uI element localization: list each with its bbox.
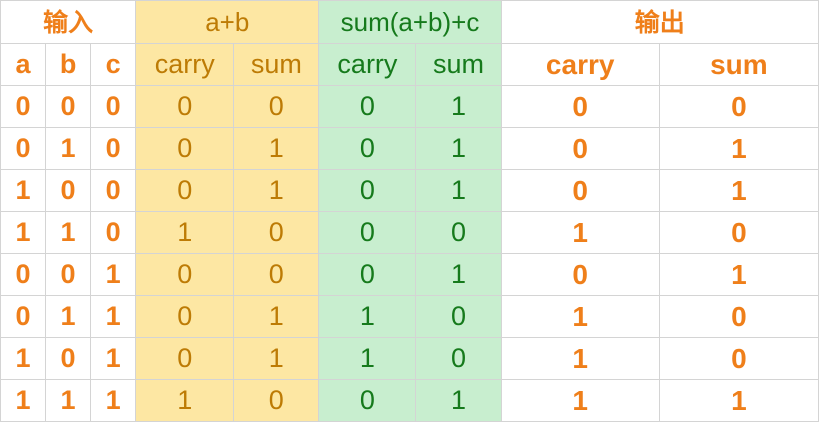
cell-sumc-carry: 0 [318,253,417,296]
column-header-out-carry: carry [500,43,660,86]
column-header-c: c [90,43,137,86]
cell-out-sum: 1 [658,127,819,170]
cell-ab-sum: 1 [233,295,320,338]
cell-ab-carry: 1 [135,379,235,422]
table-row: 1 1 0 1 0 0 0 1 0 [0,211,819,254]
cell-out-carry: 1 [500,295,660,338]
cell-ab-sum: 0 [233,379,320,422]
cell-a: 1 [0,211,47,254]
cell-a: 0 [0,295,47,338]
cell-out-carry: 1 [500,211,660,254]
cell-out-sum: 1 [658,169,819,212]
table-row: 0 0 1 0 0 0 1 0 1 [0,253,819,296]
cell-ab-sum: 1 [233,127,320,170]
sum-plus-c-group-header: sum(a+b)+c [318,0,502,44]
cell-out-sum: 1 [658,379,819,422]
column-header-ab-sum: sum [233,43,320,86]
cell-c: 0 [90,211,137,254]
cell-sumc-carry: 0 [318,379,417,422]
cell-ab-sum: 0 [233,211,320,254]
cell-sumc-sum: 1 [415,169,502,212]
cell-sumc-carry: 0 [318,85,417,128]
cell-sumc-sum: 1 [415,253,502,296]
cell-sumc-sum: 0 [415,211,502,254]
table-row: 0 1 1 0 1 1 0 1 0 [0,295,819,338]
group-header-row: 输入 a+b sum(a+b)+c 输出 [0,0,819,44]
table-row: 1 0 0 0 1 0 1 0 1 [0,169,819,212]
cell-sumc-carry: 0 [318,169,417,212]
cell-a: 1 [0,379,47,422]
cell-out-carry: 1 [500,379,660,422]
cell-a: 0 [0,127,47,170]
cell-b: 0 [45,85,92,128]
cell-b: 1 [45,295,92,338]
column-header-ab-carry: carry [135,43,235,86]
cell-out-carry: 0 [500,253,660,296]
a-plus-b-group-header: a+b [135,0,320,44]
column-header-sumc-sum: sum [415,43,502,86]
column-header-row: a b c carry sum carry sum carry sum [0,43,819,86]
cell-ab-carry: 0 [135,127,235,170]
cell-out-carry: 0 [500,169,660,212]
cell-out-carry: 1 [500,337,660,380]
cell-b: 0 [45,169,92,212]
cell-ab-sum: 1 [233,337,320,380]
cell-c: 0 [90,127,137,170]
cell-ab-carry: 0 [135,295,235,338]
cell-ab-sum: 0 [233,85,320,128]
cell-sumc-sum: 1 [415,127,502,170]
cell-a: 1 [0,169,47,212]
cell-sumc-sum: 0 [415,295,502,338]
cell-sumc-carry: 0 [318,211,417,254]
cell-c: 1 [90,379,137,422]
table-row: 0 1 0 0 1 0 1 0 1 [0,127,819,170]
cell-sumc-carry: 1 [318,337,417,380]
outputs-group-header: 输出 [500,0,819,44]
column-header-out-sum: sum [658,43,819,86]
table-row: 0 0 0 0 0 0 1 0 0 [0,85,819,128]
cell-sumc-carry: 1 [318,295,417,338]
cell-c: 1 [90,295,137,338]
cell-ab-carry: 0 [135,169,235,212]
cell-out-sum: 1 [658,253,819,296]
cell-out-sum: 0 [658,85,819,128]
cell-c: 0 [90,169,137,212]
cell-a: 1 [0,337,47,380]
cell-out-sum: 0 [658,295,819,338]
cell-b: 0 [45,253,92,296]
cell-ab-carry: 0 [135,337,235,380]
table-row: 1 1 1 1 0 0 1 1 1 [0,379,819,422]
cell-ab-carry: 1 [135,211,235,254]
cell-sumc-sum: 1 [415,379,502,422]
cell-out-carry: 0 [500,127,660,170]
cell-b: 1 [45,379,92,422]
cell-ab-carry: 0 [135,253,235,296]
column-header-sumc-carry: carry [318,43,417,86]
cell-c: 1 [90,253,137,296]
cell-c: 1 [90,337,137,380]
cell-out-carry: 0 [500,85,660,128]
cell-out-sum: 0 [658,211,819,254]
cell-b: 1 [45,211,92,254]
cell-sumc-sum: 0 [415,337,502,380]
cell-sumc-sum: 1 [415,85,502,128]
table-row: 1 0 1 0 1 1 0 1 0 [0,337,819,380]
cell-out-sum: 0 [658,337,819,380]
cell-b: 0 [45,337,92,380]
cell-sumc-carry: 0 [318,127,417,170]
cell-c: 0 [90,85,137,128]
cell-b: 1 [45,127,92,170]
cell-ab-sum: 1 [233,169,320,212]
column-header-a: a [0,43,47,86]
column-header-b: b [45,43,92,86]
cell-ab-sum: 0 [233,253,320,296]
cell-a: 0 [0,85,47,128]
cell-ab-carry: 0 [135,85,235,128]
inputs-group-header: 输入 [0,0,137,44]
cell-a: 0 [0,253,47,296]
